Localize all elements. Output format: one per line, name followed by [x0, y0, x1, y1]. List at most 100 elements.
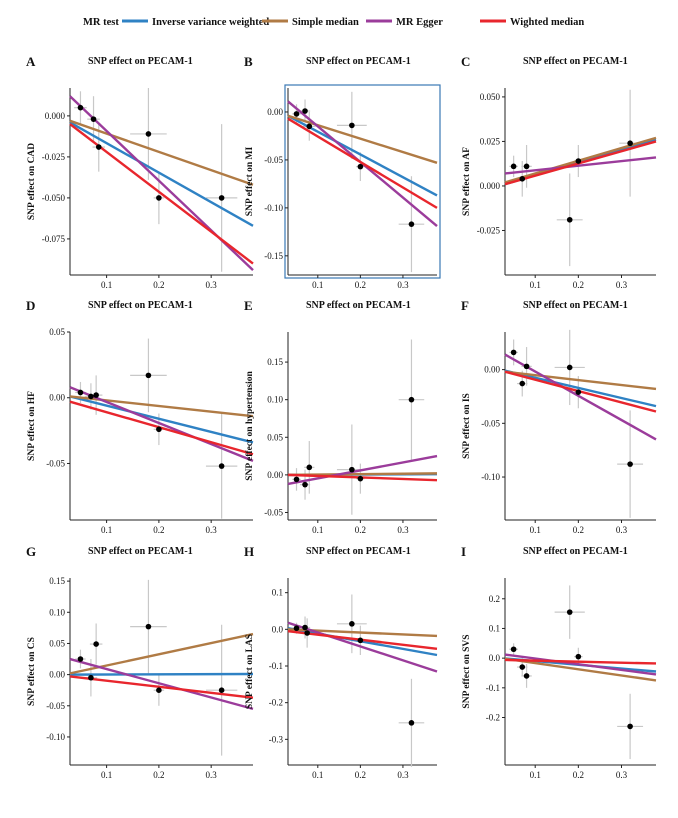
data-point [218, 195, 225, 201]
data-point [523, 363, 530, 370]
legend: MR test Inverse variance weighted Simple … [83, 17, 584, 28]
data-point [519, 664, 526, 670]
panel-letter: C [461, 54, 470, 69]
y-tick-label: -0.05 [46, 458, 65, 468]
y-tick-label: -0.050 [42, 193, 66, 203]
x-tick-label: 0.2 [573, 525, 584, 535]
y-tick-label: -0.025 [477, 225, 501, 235]
data-point [302, 481, 308, 488]
y-tick-label: -0.10 [264, 203, 283, 213]
data-point [95, 144, 102, 150]
mr-egger-line [69, 386, 254, 462]
ivw-line [504, 369, 657, 408]
data-point [566, 364, 573, 371]
y-tick-label: -0.1 [269, 661, 283, 671]
ivw-line [69, 672, 254, 676]
panel-title: SNP effect on PECAM-1 [306, 56, 411, 67]
mr-egger-line [504, 653, 657, 676]
y-tick-label: 0.1 [272, 588, 283, 598]
y-axis-label: SNP effect on hypertension [245, 371, 255, 481]
data-point [93, 392, 99, 398]
panel-letter: A [26, 54, 36, 69]
y-tick-label: -0.10 [46, 732, 65, 742]
y-tick-label: 0.00 [49, 670, 65, 680]
data-point [357, 637, 364, 644]
y-tick-label: -0.05 [264, 507, 283, 517]
y-tick-label: 0.00 [49, 393, 65, 403]
panel-title: SNP effect on PECAM-1 [523, 546, 628, 557]
x-tick-label: 0.3 [397, 280, 409, 290]
data-point [77, 656, 84, 662]
y-tick-label: -0.10 [481, 472, 500, 482]
y-tick-label: 0.05 [49, 638, 65, 648]
data-point [523, 673, 530, 679]
y-tick-label: 0.00 [267, 107, 283, 117]
data-point [510, 349, 517, 356]
y-tick-label: -0.15 [264, 251, 283, 261]
panel-e: E SNP effect on PECAM-1 SNP effect on hype… [244, 298, 438, 535]
data-point [627, 461, 633, 467]
x-tick-label: 0.2 [355, 770, 366, 780]
y-tick-label: -0.05 [264, 155, 283, 165]
y-tick-label: 0.000 [480, 181, 501, 191]
panel-c: C SNP effect on PECAM-1 SNP effect on AF 0.… [461, 54, 657, 290]
panel-letter: E [244, 298, 253, 313]
simple-median-line [504, 657, 657, 682]
x-tick-label: 0.3 [206, 770, 218, 780]
ivw-line [69, 121, 254, 227]
data-point [88, 674, 94, 681]
panel-letter: F [461, 298, 469, 313]
legend-label: Wighted median [510, 17, 584, 28]
y-tick-label: -0.025 [42, 152, 66, 162]
y-axis-label: SNP effect on IS [462, 393, 472, 459]
y-tick-label: 0.00 [484, 365, 500, 375]
y-tick-label: 0.025 [480, 136, 501, 146]
data-point [349, 122, 355, 129]
data-point [627, 140, 633, 147]
legend-title: MR test [83, 17, 119, 28]
x-tick-label: 0.1 [530, 525, 541, 535]
y-tick-label: -0.05 [46, 701, 65, 711]
panel-title: SNP effect on PECAM-1 [306, 300, 411, 311]
x-tick-label: 0.2 [153, 525, 164, 535]
y-tick-label: -0.3 [269, 734, 284, 744]
panel-b: B SNP effect on PECAM-1 SNP effect on MI 0.… [244, 54, 441, 290]
y-tick-label: 0.000 [45, 111, 66, 121]
data-point [293, 476, 300, 483]
panel-i: I SNP effect on PECAM-1 SNP effect on SVS 0… [461, 544, 657, 780]
data-point [306, 123, 313, 130]
data-point [408, 221, 415, 227]
panel-frame [284, 84, 441, 279]
ivw-line [287, 114, 438, 197]
panel-title: SNP effect on PECAM-1 [306, 546, 411, 557]
y-tick-label: 0.05 [267, 432, 283, 442]
data-point [575, 158, 582, 164]
y-tick-label: 0.05 [49, 327, 65, 337]
weighted-median-line [504, 658, 657, 665]
data-point [510, 163, 517, 170]
data-point [77, 389, 84, 396]
data-point [510, 646, 517, 653]
y-tick-label: 0.10 [49, 607, 65, 617]
data-point [77, 104, 84, 111]
y-tick-label: -0.075 [42, 234, 66, 244]
data-point [519, 176, 526, 182]
data-point [218, 687, 225, 693]
simple-median-line [69, 119, 254, 186]
data-point [145, 372, 152, 379]
legend-label: Inverse variance weighted [152, 17, 269, 28]
x-tick-label: 0.3 [616, 280, 628, 290]
y-tick-label: -0.1 [486, 683, 500, 693]
x-tick-label: 0.1 [312, 525, 323, 535]
legend-label: MR Egger [396, 17, 443, 28]
x-tick-label: 0.3 [206, 280, 218, 290]
data-point [349, 621, 355, 627]
y-axis-label: SNP effect on SVS [462, 634, 472, 708]
panel-d: D SNP effect on PECAM-1 SNP effect on HF 0.… [26, 298, 254, 535]
data-point [566, 216, 573, 223]
y-tick-label: -0.05 [481, 418, 500, 428]
data-point [575, 389, 582, 395]
panel-title: SNP effect on PECAM-1 [523, 300, 628, 311]
weighted-median-line [69, 675, 254, 699]
data-point [523, 163, 530, 170]
